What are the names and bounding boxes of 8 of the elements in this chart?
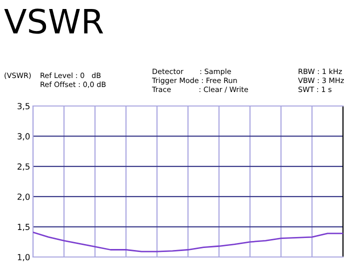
y-tick-label: 3,5 [18,102,30,110]
y-tick-label: 3,0 [18,133,30,140]
y-tick-label: 1,0 [18,254,30,262]
y-tick-label: 2,5 [18,163,30,171]
chart-title: VSWR [4,8,104,34]
y-tick-label: 2,0 [18,194,30,201]
y-tick-label: 1,5 [18,224,30,231]
line-series [33,232,343,252]
